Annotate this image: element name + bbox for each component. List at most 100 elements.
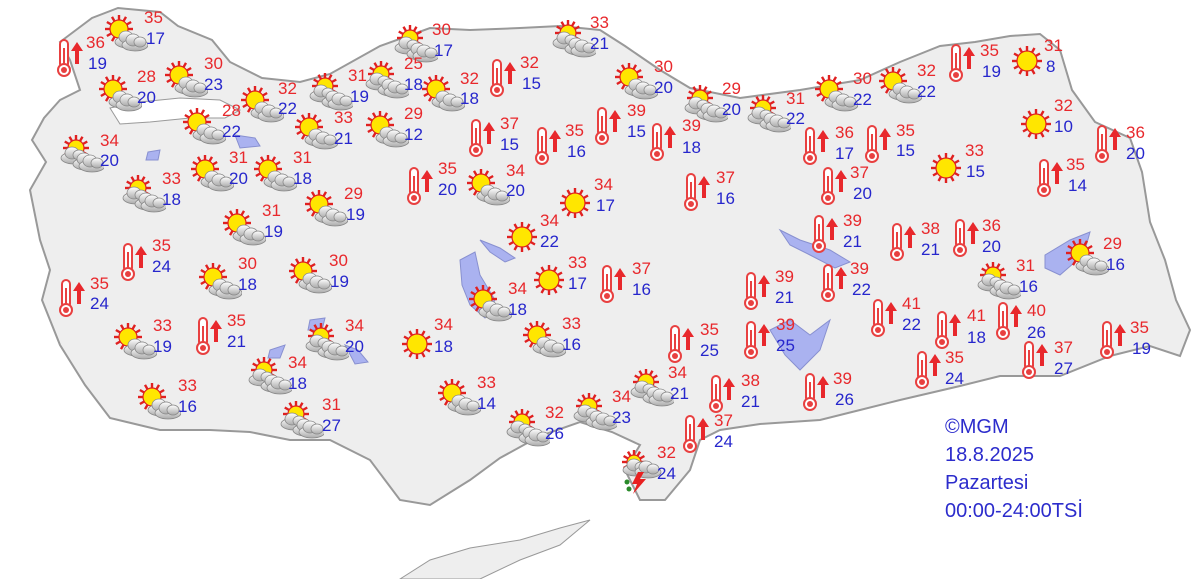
low-temp: 24: [152, 257, 171, 276]
high-temp: 32: [657, 443, 676, 462]
low-temp: 14: [1068, 176, 1087, 195]
low-temp: 15: [896, 141, 915, 160]
high-temp: 31: [1016, 256, 1035, 275]
high-temp: 29: [344, 184, 363, 203]
low-temp: 8: [1046, 57, 1056, 76]
hot-thermometer-icon: [870, 298, 914, 349]
high-temp: 29: [722, 79, 741, 98]
low-temp: 16: [716, 189, 735, 208]
high-temp: 30: [238, 254, 257, 273]
low-temp: 19: [330, 272, 349, 291]
partly-cloudy-icon: [113, 322, 158, 373]
high-temp: 28: [222, 101, 241, 120]
hot-thermometer-icon: [56, 38, 100, 89]
lake: [769, 318, 831, 371]
high-temp: 35: [700, 320, 719, 339]
low-temp: 24: [90, 294, 109, 313]
low-temp: 18: [162, 190, 181, 209]
low-temp: 22: [917, 82, 936, 101]
low-temp: 25: [776, 336, 795, 355]
lake: [145, 149, 161, 161]
low-temp: 18: [434, 337, 453, 356]
partly-cloudy-icon: [98, 74, 143, 125]
low-temp: 20: [982, 237, 1001, 256]
hot-thermometer-icon: [889, 222, 933, 273]
mostly-cloudy-icon: [977, 261, 1023, 312]
low-temp: 23: [204, 75, 223, 94]
high-temp: 29: [1103, 234, 1122, 253]
high-temp: 36: [982, 216, 1001, 235]
mostly-cloudy-icon: [394, 24, 440, 75]
high-temp: 34: [434, 315, 453, 334]
partly-cloudy-icon: [198, 262, 243, 313]
low-temp: 22: [222, 122, 241, 141]
low-temp: 19: [153, 337, 172, 356]
mostly-cloudy-icon: [305, 322, 351, 373]
mostly-cloudy-icon: [684, 84, 730, 135]
high-temp: 36: [835, 123, 854, 142]
high-temp: 35: [90, 274, 109, 293]
low-temp: 17: [596, 196, 615, 215]
hot-thermometer-icon: [995, 301, 1039, 352]
high-temp: 30: [204, 54, 223, 73]
low-temp: 18: [682, 138, 701, 157]
high-temp: 37: [1054, 338, 1073, 357]
lake: [234, 134, 261, 149]
hot-thermometer-icon: [1021, 340, 1065, 391]
low-temp: 25: [700, 341, 719, 360]
high-temp: 35: [945, 348, 964, 367]
high-temp: 33: [162, 169, 181, 188]
high-temp: 39: [843, 211, 862, 230]
hot-thermometer-icon: [1099, 320, 1143, 371]
high-temp: 36: [1126, 123, 1145, 142]
forecast-date: 18.8.2025: [945, 444, 1034, 466]
hot-thermometer-icon: [743, 320, 787, 371]
hot-thermometer-icon: [934, 310, 978, 361]
high-temp: 30: [432, 20, 451, 39]
low-temp: 20: [506, 181, 525, 200]
high-temp: 35: [144, 8, 163, 27]
high-temp: 37: [850, 163, 869, 182]
low-temp: 23: [612, 408, 631, 427]
high-temp: 37: [714, 411, 733, 430]
high-temp: 39: [850, 259, 869, 278]
hot-thermometer-icon: [534, 126, 578, 177]
sunny-icon: [1018, 106, 1062, 157]
low-temp: 21: [843, 232, 862, 251]
high-temp: 34: [100, 131, 119, 150]
high-temp: 34: [612, 387, 631, 406]
low-temp: 14: [477, 394, 496, 413]
low-temp: 19: [1132, 339, 1151, 358]
low-temp: 27: [322, 416, 341, 435]
hot-thermometer-icon: [948, 43, 992, 94]
hot-thermometer-icon: [683, 172, 727, 223]
high-temp: 34: [345, 316, 364, 335]
high-temp: 33: [477, 373, 496, 392]
hot-thermometer-icon: [820, 263, 864, 314]
high-temp: 41: [902, 294, 921, 313]
lake: [343, 344, 369, 365]
high-temp: 37: [716, 168, 735, 187]
high-temp: 39: [833, 369, 852, 388]
high-temp: 35: [227, 311, 246, 330]
partly-cloudy-icon: [253, 154, 298, 205]
low-temp: 17: [434, 41, 453, 60]
high-temp: 38: [741, 371, 760, 390]
mostly-cloudy-icon: [280, 400, 326, 451]
low-temp: 20: [345, 337, 364, 356]
low-temp: 20: [722, 100, 741, 119]
low-temp: 20: [100, 151, 119, 170]
low-temp: 17: [146, 29, 165, 48]
mostly-cloudy-icon: [552, 19, 598, 70]
low-temp: 20: [654, 78, 673, 97]
low-temp: 17: [568, 274, 587, 293]
high-temp: 41: [967, 306, 986, 325]
low-temp: 19: [350, 87, 369, 106]
high-temp: 33: [965, 141, 984, 160]
low-temp: 18: [460, 89, 479, 108]
high-temp: 35: [152, 236, 171, 255]
high-temp: 33: [568, 253, 587, 272]
forecast-day: Pazartesi: [945, 472, 1029, 494]
sunny-icon: [928, 150, 972, 201]
hot-thermometer-icon: [802, 372, 846, 423]
